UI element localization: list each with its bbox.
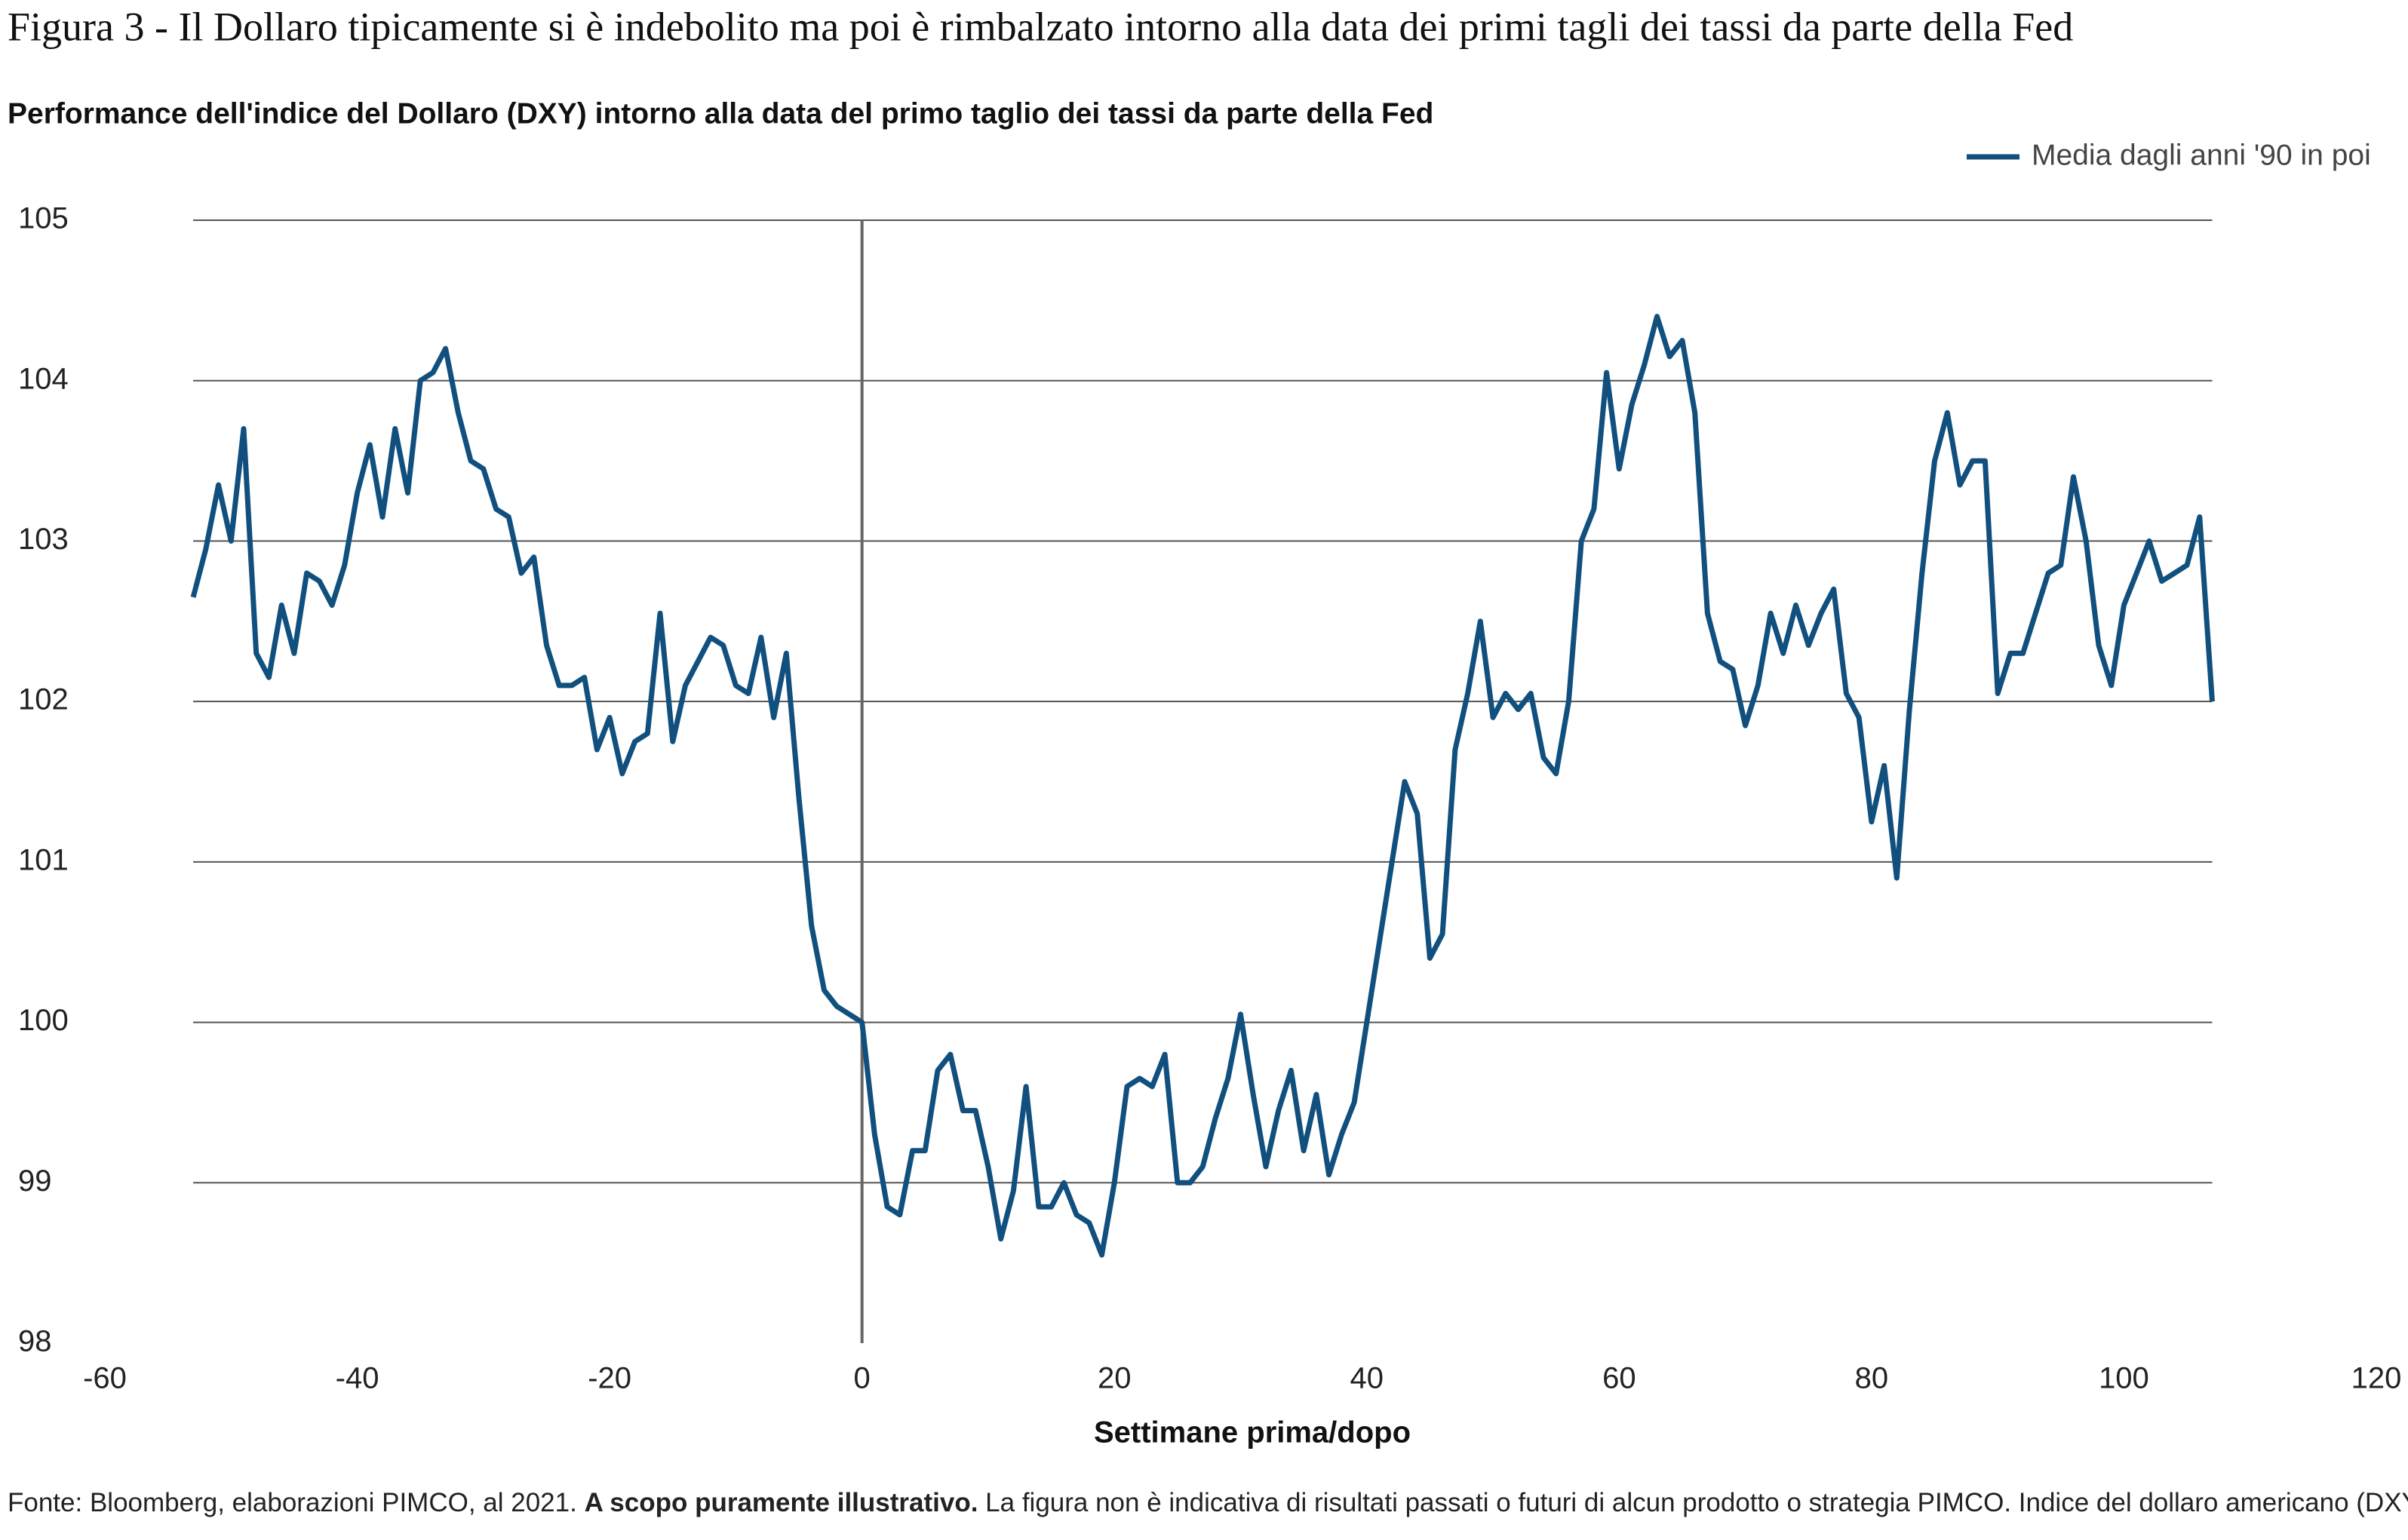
y-tick-label: 103 [18,523,69,556]
y-tick-label: 105 [18,202,69,235]
x-tick-label: 80 [1855,1362,1889,1395]
footnote-source: Fonte: Bloomberg, elaborazioni PIMCO, al… [8,1488,585,1517]
x-tick-label: 20 [1098,1362,1132,1395]
footnote-rest: La figura non è indicativa di risultati … [978,1488,2408,1517]
chart-subtitle: Performance dell'indice del Dollaro (DXY… [8,97,1433,130]
y-tick-label: 99 [18,1164,52,1198]
x-tick-label: -40 [336,1362,379,1395]
chart-title: Figura 3 - Il Dollaro tipicamente si è i… [8,4,2073,49]
x-tick-label: -20 [588,1362,631,1395]
x-tick-label: -60 [83,1362,127,1395]
y-tick-label: 100 [18,1004,69,1037]
x-tick-label: 40 [1350,1362,1384,1395]
data-line [190,314,2215,1258]
x-tick-label: 100 [2099,1362,2149,1395]
x-tick-label: 0 [854,1362,871,1395]
footnote: Fonte: Bloomberg, elaborazioni PIMCO, al… [8,1488,2408,1517]
x-axis-label: Settimane prima/dopo [1094,1416,1411,1450]
x-tick-label: 120 [2351,1362,2402,1395]
y-tick-label: 102 [18,683,69,716]
y-tick-label: 101 [18,843,69,876]
footnote-bold: A scopo puramente illustrativo. [585,1488,978,1517]
x-tick-label: 60 [1602,1362,1636,1395]
y-tick-label: 98 [18,1325,52,1358]
y-tick-label: 104 [18,362,69,395]
legend-label: Media dagli anni '90 in poi [2032,139,2371,171]
